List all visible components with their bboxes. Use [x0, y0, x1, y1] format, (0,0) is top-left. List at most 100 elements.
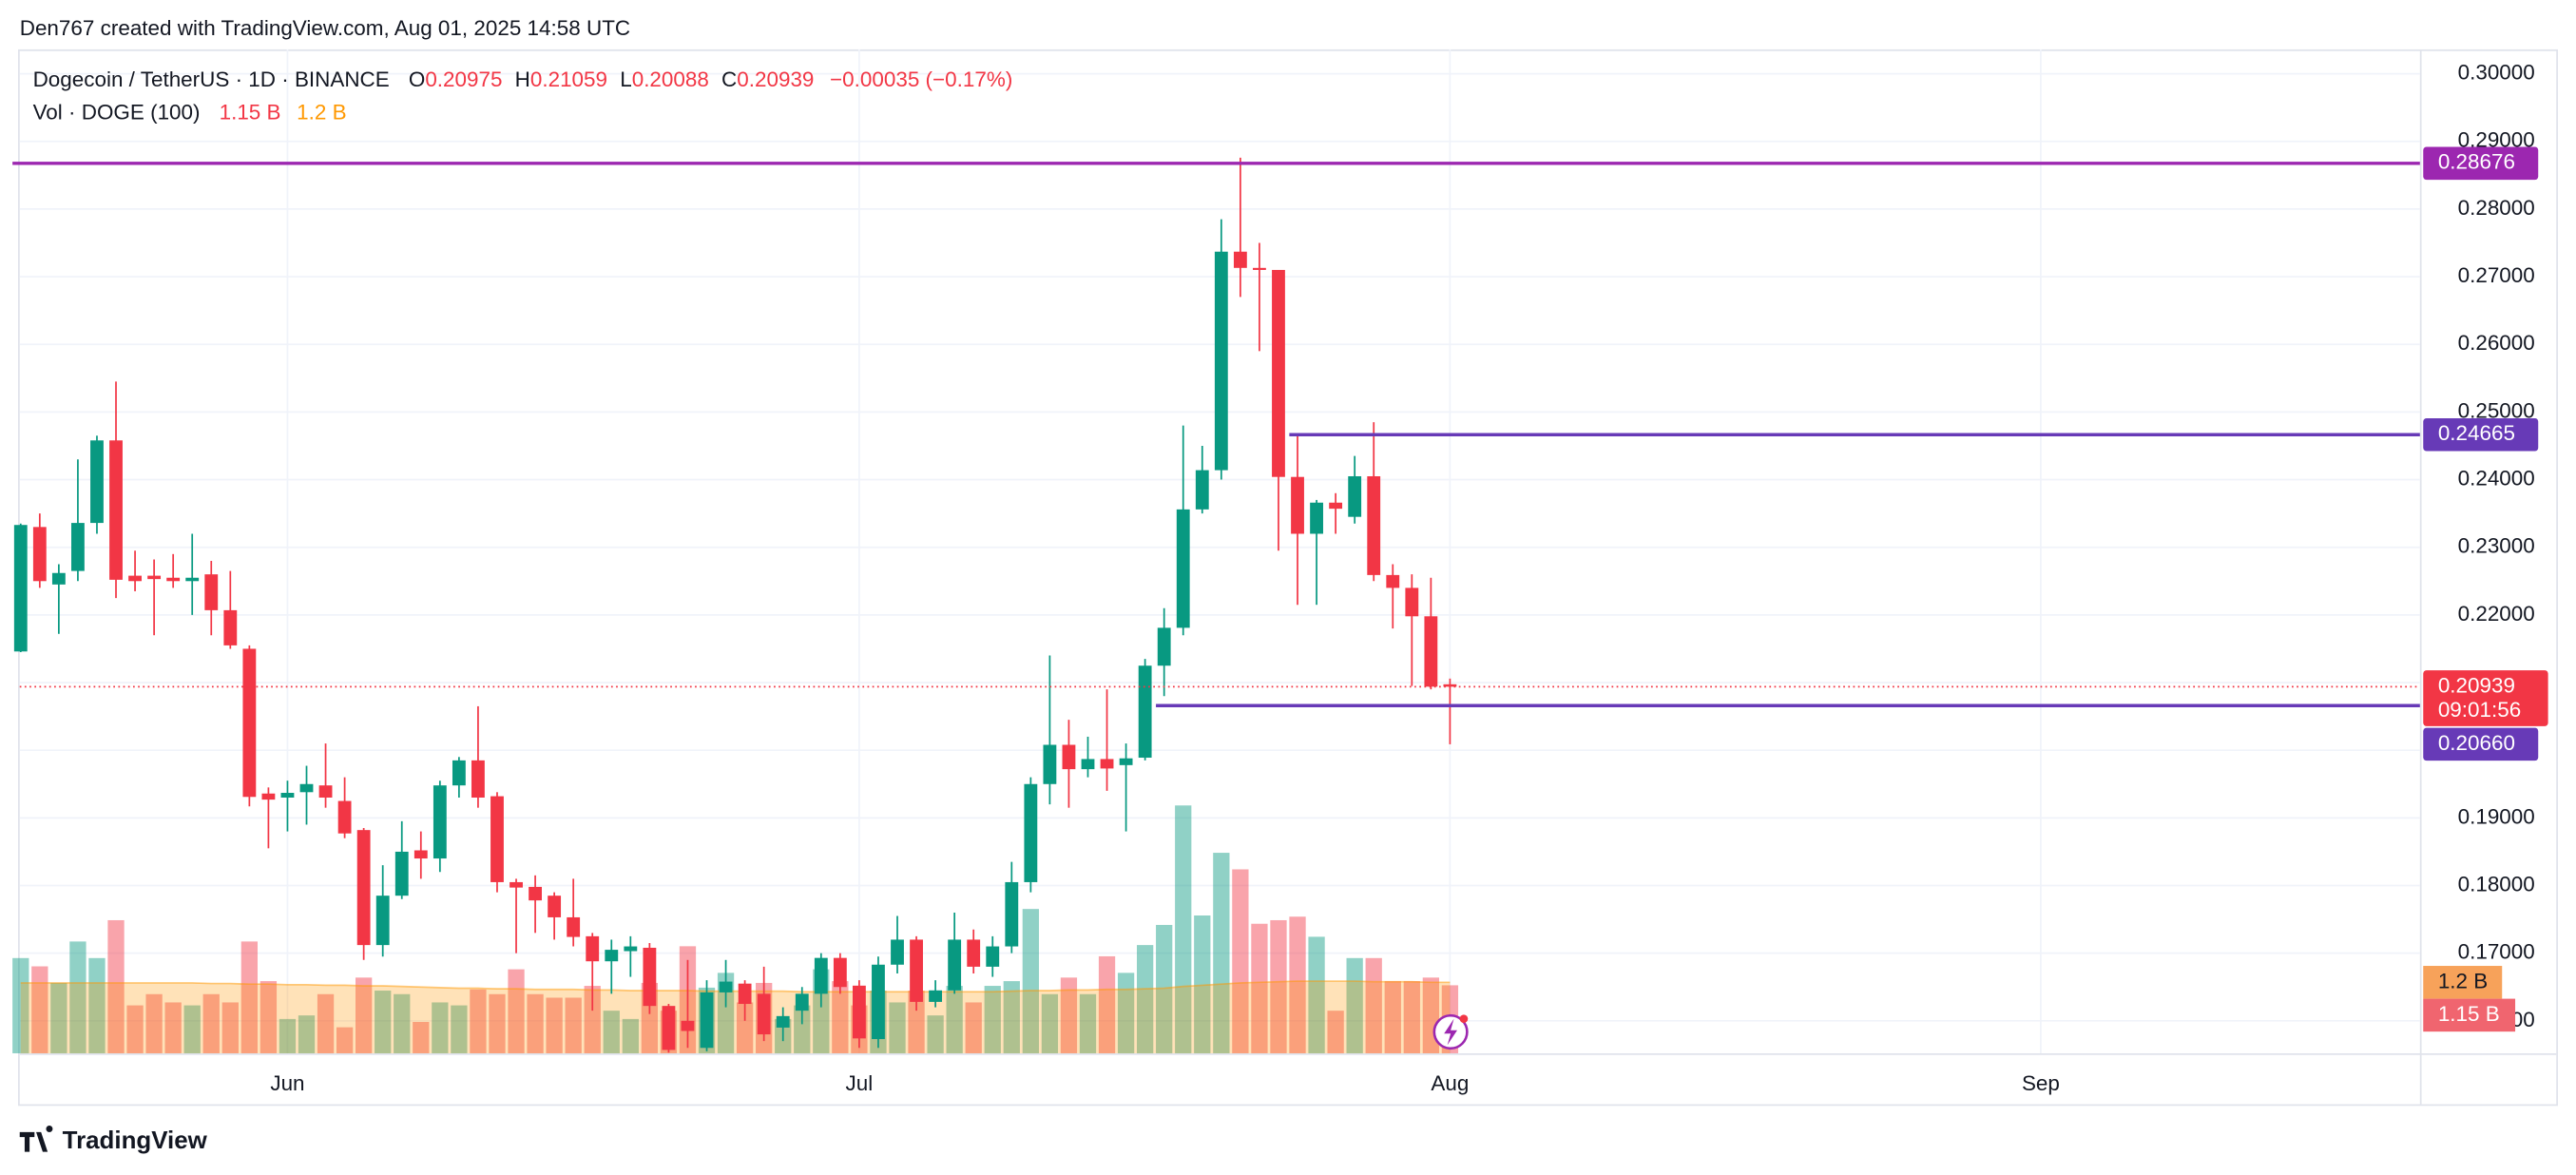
candle-body: [700, 992, 714, 1049]
level-price-label: 0.28676: [2438, 150, 2515, 174]
candle-body: [1443, 684, 1457, 687]
candle-body: [986, 946, 1000, 967]
candle-body: [1081, 759, 1095, 770]
candle-body: [90, 440, 104, 524]
legend-high: 0.21059: [530, 67, 607, 91]
volume-ma-box: [2423, 966, 2503, 999]
legend-key: C: [721, 67, 737, 91]
candle-body: [32, 527, 47, 582]
volume-bar: [736, 1002, 754, 1053]
candle-body: [452, 760, 466, 786]
candle-body: [910, 939, 923, 1002]
volume-bar: [1022, 909, 1039, 1053]
overlays: [12, 162, 2420, 707]
volume-bar: [1232, 869, 1249, 1053]
countdown-label: 09:01:56: [2438, 698, 2521, 722]
legend-change: −0.00035 (−0.17%): [830, 67, 1012, 91]
legend-key: L: [620, 67, 632, 91]
volume-bar: [279, 1018, 297, 1053]
volume-bar: [584, 986, 601, 1053]
volume-bar: [1060, 977, 1078, 1053]
y-tick-label: 0.22000: [2458, 602, 2535, 626]
volume-bar: [927, 1015, 944, 1053]
candle-body: [795, 993, 809, 1011]
legend-open: 0.20975: [425, 67, 502, 91]
volume-bar: [508, 969, 525, 1053]
volume-bar: [298, 1015, 316, 1053]
volume-bar: [527, 993, 544, 1053]
candle-body: [71, 523, 85, 571]
volume-bar: [69, 941, 87, 1053]
logo: TradingView: [19, 1126, 208, 1154]
candle-body: [605, 950, 619, 962]
candle-body: [1043, 744, 1057, 784]
candle-body: [109, 440, 123, 580]
volume-bar: [451, 1005, 468, 1053]
alert-dot: [1459, 1014, 1469, 1024]
candle-body: [757, 993, 771, 1035]
legend-low: 0.20088: [632, 67, 709, 91]
y-tick-label: 0.27000: [2458, 263, 2535, 287]
candle-body: [643, 947, 657, 1007]
volume-bar: [1117, 973, 1135, 1053]
y-tick-label: 0.28000: [2458, 196, 2535, 220]
logo-icon: [19, 1126, 53, 1152]
volume-bar: [202, 993, 220, 1053]
volume-bar: [946, 986, 963, 1053]
candle-body: [1329, 502, 1343, 510]
volume-bar: [356, 977, 373, 1053]
y-tick-label: 0.18000: [2458, 872, 2535, 896]
candle-body: [681, 1020, 695, 1031]
volume-bar: [317, 993, 335, 1053]
volume-bar: [126, 1005, 144, 1053]
alert-icon[interactable]: [1432, 1013, 1469, 1050]
volume-bar: [240, 941, 258, 1053]
candle-body: [967, 939, 981, 967]
x-tick-label: Jun: [270, 1071, 304, 1095]
candle-body: [1424, 616, 1438, 687]
volume-bar: [413, 1022, 430, 1053]
candle-body: [776, 1015, 790, 1028]
candle-body: [1310, 502, 1323, 534]
volume-bar: [88, 957, 106, 1053]
volume-bar: [1003, 981, 1020, 1053]
candle-body: [433, 785, 447, 859]
volume-bar: [565, 997, 582, 1053]
legend-key: O: [409, 67, 425, 91]
candle-body: [1119, 758, 1133, 765]
candle-body: [375, 896, 390, 946]
candle-body: [1291, 476, 1304, 534]
level-price-box: [2423, 417, 2539, 452]
volume-label: 1.15 B: [2438, 1002, 2500, 1026]
volume-bar: [260, 981, 278, 1053]
alert-bolt: [1444, 1018, 1458, 1046]
y-tick-label: 0.23000: [2458, 534, 2535, 558]
volume-bar: [31, 966, 48, 1053]
candle-body: [509, 881, 523, 888]
candle-body: [1348, 475, 1362, 517]
volume-bar: [1136, 945, 1154, 1053]
candle-body: [1405, 588, 1419, 617]
volume-box: [2423, 998, 2516, 1032]
candle-body: [738, 983, 752, 1005]
volume-bar: [1156, 924, 1173, 1053]
candle-body: [719, 981, 733, 992]
volume-bar: [965, 1002, 982, 1053]
y-tick-label: 0.30000: [2458, 61, 2535, 85]
candle-body: [13, 525, 28, 652]
y-tick-label: 0.24000: [2458, 466, 2535, 490]
candle-body: [1367, 475, 1381, 575]
level-price-box: [2423, 727, 2539, 761]
volume-bar: [1327, 1011, 1344, 1053]
volume-bar: [470, 989, 487, 1053]
candle-body: [624, 946, 638, 952]
candle-body: [1024, 783, 1038, 882]
candle-body: [51, 572, 66, 585]
candle-body: [1062, 744, 1076, 770]
volume-bar: [1194, 915, 1211, 1053]
volume-bar: [1270, 919, 1287, 1053]
volume-bar: [375, 991, 392, 1053]
y-tick-label: 0.26000: [2458, 331, 2535, 355]
